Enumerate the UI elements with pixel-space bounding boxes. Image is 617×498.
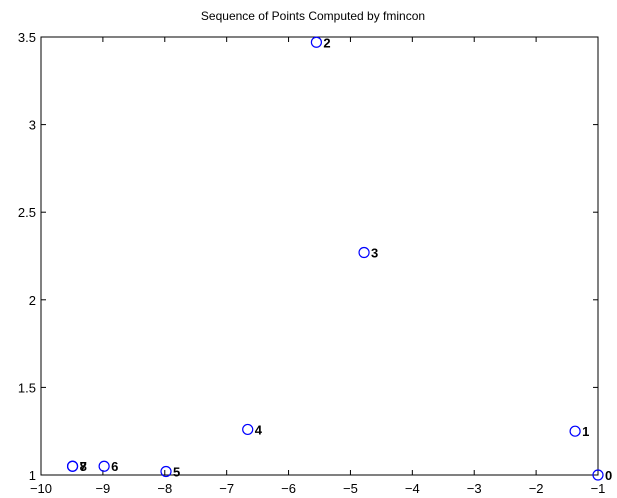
- y-tick-label: 2: [29, 293, 36, 308]
- x-tick-label: −3: [467, 481, 482, 496]
- data-point-marker: [66, 460, 79, 472]
- data-point-marker: [160, 465, 172, 478]
- data-point-label: 2: [323, 35, 330, 50]
- x-tick-label: −8: [157, 481, 172, 496]
- data-point-marker: [98, 460, 110, 472]
- x-tick-label: −10: [30, 481, 52, 496]
- y-tick-label: 1.5: [18, 380, 36, 395]
- data-point-marker: [242, 423, 254, 436]
- x-axis: −10 −9 −8 −7 −6 −5 −4 −3 −2 −1: [30, 37, 605, 496]
- y-tick-label: 1: [29, 468, 36, 483]
- data-point-label: 0: [605, 468, 612, 483]
- x-tick-label: −4: [405, 481, 420, 496]
- y-axis: 1 1.5 2 2.5 3 3.5: [18, 30, 598, 483]
- data-point-label: 8: [80, 459, 87, 474]
- x-tick-label: −1: [591, 481, 606, 496]
- x-tick-label: −2: [529, 481, 544, 496]
- data-point-label: 6: [111, 459, 118, 474]
- y-tick-label: 3: [29, 118, 36, 133]
- y-tick-label: 2.5: [18, 205, 36, 220]
- data-point-marker: [310, 36, 323, 48]
- data-point-label: 1: [582, 424, 589, 439]
- chart-title: Sequence of Points Computed by fmincon: [201, 9, 425, 23]
- data-point-label: 5: [173, 464, 180, 479]
- data-points: 0 1 2 3 4 5 6 78: [66, 35, 612, 483]
- x-tick-label: −9: [95, 481, 110, 496]
- x-tick-label: −5: [343, 481, 358, 496]
- data-point-label: 7: [80, 459, 87, 474]
- data-point-label: 4: [255, 422, 263, 437]
- data-point-marker: [592, 469, 604, 481]
- y-tick-label: 3.5: [18, 30, 36, 45]
- x-tick-label: −6: [281, 481, 296, 496]
- data-point-marker: [569, 425, 581, 437]
- data-point-marker: [358, 246, 370, 259]
- data-point-label: 3: [371, 245, 378, 260]
- x-tick-label: −7: [219, 481, 234, 496]
- plot-area-frame: [40, 36, 599, 476]
